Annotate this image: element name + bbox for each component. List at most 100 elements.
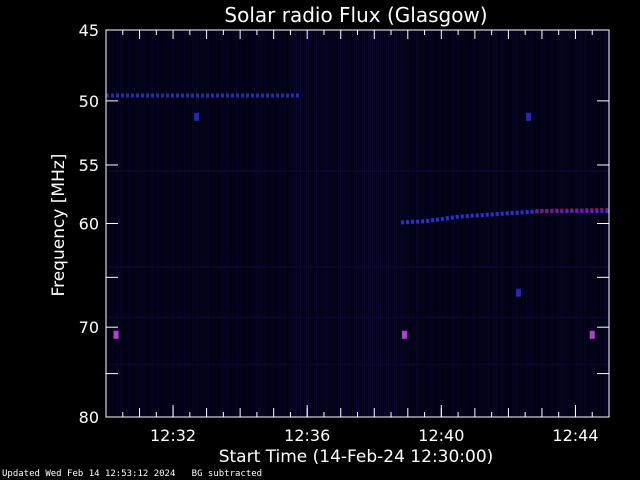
noise-streak	[290, 30, 292, 417]
noise-streak	[552, 30, 554, 417]
noise-streak	[126, 30, 128, 417]
noise-streak	[182, 30, 184, 417]
noise-streak	[376, 30, 378, 417]
noise-streak	[444, 30, 446, 417]
noise-streak	[510, 30, 512, 417]
footer: Updated Wed Feb 14 12:53:12 2024 BG subt…	[2, 469, 262, 479]
chart-title: Solar radio Flux (Glasgow)	[224, 3, 487, 27]
emission-spot	[401, 330, 407, 339]
noise-streak	[366, 30, 368, 417]
noise-streak	[576, 30, 578, 417]
noise-streak	[174, 30, 176, 417]
noise-streak	[152, 30, 154, 417]
noise-streak	[512, 30, 514, 417]
noise-streak	[498, 30, 500, 417]
noise-streak	[550, 30, 552, 417]
noise-streak	[356, 30, 358, 417]
noise-streak	[484, 30, 486, 417]
noise-streak	[470, 30, 472, 417]
noise-streak	[494, 30, 496, 417]
noise-streak	[496, 30, 498, 417]
x-tick-label: 12:44	[552, 426, 598, 445]
noise-streak	[266, 30, 268, 417]
noise-streak	[248, 30, 250, 417]
noise-streak	[196, 30, 198, 417]
noise-streak	[200, 30, 202, 417]
noise-streak	[584, 30, 586, 417]
noise-streak	[596, 30, 598, 417]
noise-streak	[516, 30, 518, 417]
noise-streak	[178, 30, 180, 417]
noise-streak	[542, 30, 544, 417]
noise-streak	[204, 30, 206, 417]
noise-band	[106, 316, 609, 319]
noise-streak	[240, 30, 242, 417]
y-axis-label: Frequency [MHz]	[49, 154, 69, 297]
noise-streak	[506, 30, 508, 417]
noise-streak	[218, 30, 220, 417]
noise-streak	[314, 30, 316, 417]
noise-streak	[434, 30, 436, 417]
noise-streak	[284, 30, 286, 417]
noise-streak	[338, 30, 340, 417]
noise-streak	[480, 30, 482, 417]
noise-streak	[362, 30, 364, 417]
y-tick-label: 45	[79, 21, 99, 40]
noise-streak	[500, 30, 502, 417]
noise-streak	[238, 30, 240, 417]
noise-streak	[300, 30, 302, 417]
y-tick-label: 50	[79, 92, 99, 111]
noise-streak	[150, 30, 152, 417]
noise-streak	[476, 30, 478, 417]
noise-streak	[186, 30, 188, 417]
noise-streak	[360, 30, 362, 417]
noise-streak	[388, 30, 390, 417]
x-tick-label: 12:36	[284, 426, 330, 445]
noise-streak	[574, 30, 576, 417]
noise-streak	[308, 30, 310, 417]
noise-streak	[554, 30, 556, 417]
noise-streak	[486, 30, 488, 417]
noise-streak	[134, 30, 136, 417]
x-tick-label: 12:40	[418, 426, 464, 445]
noise-streak	[482, 30, 484, 417]
noise-streak	[280, 30, 282, 417]
emission-layer	[106, 93, 610, 339]
noise-streak	[364, 30, 366, 417]
noise-streak	[354, 30, 356, 417]
x-axis-label: Start Time (14-Feb-24 12:30:00)	[219, 447, 494, 467]
noise-streak	[540, 30, 542, 417]
noise-streak	[570, 30, 572, 417]
noise-streak	[346, 30, 348, 417]
noise-streak	[382, 30, 384, 417]
noise-streak	[450, 30, 452, 417]
emission-spot	[194, 112, 200, 121]
noise-streak	[502, 30, 504, 417]
noise-streak	[488, 30, 490, 417]
noise-streak	[184, 30, 186, 417]
noise-streak	[242, 30, 244, 417]
noise-streak	[536, 30, 538, 417]
y-tick-label: 60	[79, 215, 99, 234]
noise-streak	[386, 30, 388, 417]
noise-streak	[250, 30, 252, 417]
noise-streak	[318, 30, 320, 417]
noise-streak	[156, 30, 158, 417]
noise-streak	[392, 30, 394, 417]
noise-streak	[348, 30, 350, 417]
noise-streak	[350, 30, 352, 417]
noise-streak	[246, 30, 248, 417]
noise-streak	[468, 30, 470, 417]
noise-streak	[428, 30, 430, 417]
footer-bg-note: BG subtracted	[191, 469, 263, 479]
noise-streak	[164, 30, 166, 417]
noise-streak	[332, 30, 334, 417]
noise-streak	[522, 30, 524, 417]
noise-streak	[214, 30, 216, 417]
noise-streak	[432, 30, 434, 417]
noise-streak	[288, 30, 290, 417]
noise-streak	[142, 30, 144, 417]
noise-streak	[546, 30, 548, 417]
noise-streak	[458, 30, 460, 417]
